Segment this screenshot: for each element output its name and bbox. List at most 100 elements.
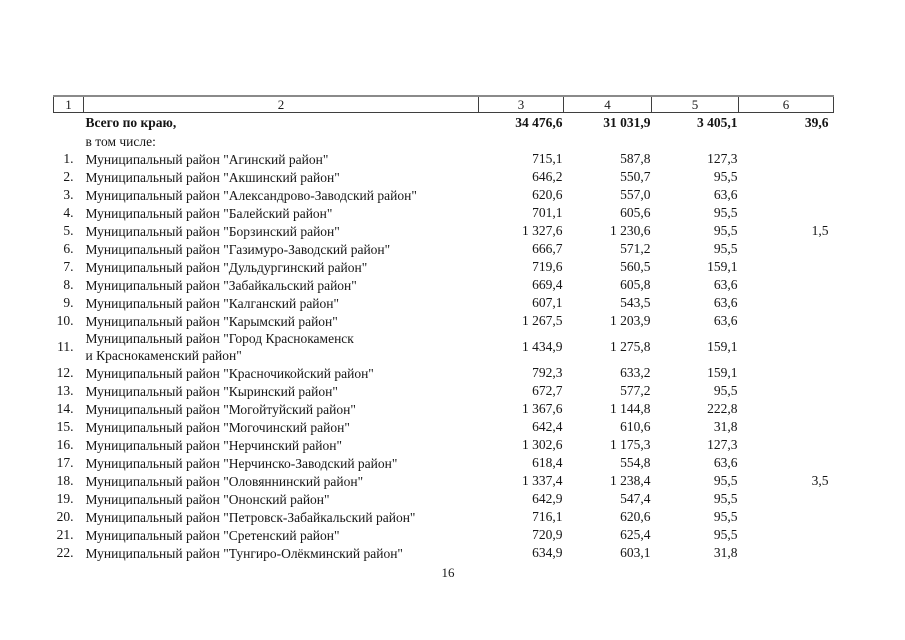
value-col5: 31,8 (713, 419, 738, 434)
value-col4: 1 175,3 (610, 437, 651, 452)
value-col4: 550,7 (620, 169, 651, 184)
column-header-6: 6 (738, 95, 834, 113)
value-col3: 1 267,5 (522, 313, 563, 328)
row-number: 15. (56, 419, 74, 434)
table-row: 5. Муниципальный район "Борзинский район… (54, 222, 834, 240)
value-col5: 159,1 (707, 259, 738, 274)
page-number: 16 (441, 565, 455, 580)
district-name: Муниципальный район "Могойтуйский район" (85, 401, 356, 417)
column-number-header-row: 1 2 3 4 5 6 (53, 95, 834, 113)
district-name: Муниципальный район "Тунгиро-Олёкминский… (85, 545, 403, 561)
value-col3: 1 434,9 (522, 339, 563, 354)
value-col6 (739, 490, 834, 508)
district-name: Муниципальный район "Город Краснокаменск… (85, 331, 354, 363)
column-header-2: 2 (83, 95, 479, 113)
value-col5: 31,8 (713, 545, 738, 560)
value-col6 (739, 526, 834, 544)
value-col6 (739, 400, 834, 418)
value-col3: 669,4 (532, 277, 563, 292)
value-col5: 63,6 (713, 313, 738, 328)
row-number: 12. (56, 365, 74, 380)
value-col4: 577,2 (620, 383, 651, 398)
value-col6 (739, 150, 834, 168)
row-number: 9. (63, 295, 74, 310)
value-col4: 560,5 (620, 259, 651, 274)
district-name: Муниципальный район "Александрово-Заводс… (85, 187, 417, 203)
table-row: 8. Муниципальный район "Забайкальский ра… (54, 276, 834, 294)
column-header-3: 3 (478, 95, 564, 113)
value-col4: 1 230,6 (610, 223, 651, 238)
value-col4: 1 203,9 (610, 313, 651, 328)
value-col4: 571,2 (620, 241, 651, 256)
district-name: Муниципальный район "Кыринский район" (85, 383, 338, 399)
row-number: 8. (63, 277, 74, 292)
value-col5: 222,8 (707, 401, 738, 416)
value-col3: 792,3 (532, 365, 563, 380)
value-col3: 620,6 (532, 187, 563, 202)
value-col3: 1 367,6 (522, 401, 563, 416)
district-name: Муниципальный район "Нерчинско-Заводский… (85, 455, 398, 471)
value-col6: 3,5 (811, 473, 829, 488)
value-col3: 1 337,4 (522, 473, 563, 488)
value-col3: 1 302,6 (522, 437, 563, 452)
value-col5: 95,5 (713, 241, 738, 256)
district-name: Муниципальный район "Дульдургинский райо… (85, 259, 368, 275)
value-col6 (739, 204, 834, 222)
value-col3: 646,2 (532, 169, 563, 184)
summary-value-col4: 31 031,9 (603, 114, 651, 130)
value-col6 (739, 168, 834, 186)
district-name: Муниципальный район "Петровск-Забайкальс… (85, 509, 416, 525)
table-row: 3. Муниципальный район "Александрово-Зав… (54, 186, 834, 204)
row-number: 18. (56, 473, 74, 488)
table-row: 6. Муниципальный район "Газимуро-Заводск… (54, 240, 834, 258)
row-number: 2. (63, 169, 74, 184)
table-body: Всего по краю, 34 476,6 31 031,9 3 405,1… (54, 113, 834, 563)
district-name: Муниципальный район "Забайкальский район… (85, 277, 357, 293)
value-col4: 605,6 (620, 205, 651, 220)
value-col4: 603,1 (620, 545, 651, 560)
value-col4: 605,8 (620, 277, 651, 292)
district-name: Муниципальный район "Сретенский район" (85, 527, 340, 543)
value-col3: 634,9 (532, 545, 563, 560)
value-col3: 701,1 (532, 205, 563, 220)
sublabel-row: в том числе: (54, 132, 834, 150)
row-number: 22. (56, 545, 74, 560)
table-row: 21. Муниципальный район "Сретенский райо… (54, 526, 834, 544)
value-col6 (739, 330, 834, 364)
value-col6 (739, 454, 834, 472)
value-col6 (739, 418, 834, 436)
value-col5: 95,5 (713, 527, 738, 542)
value-col6 (739, 276, 834, 294)
district-name: Муниципальный район "Оловяннинский район… (85, 473, 364, 489)
value-col5: 159,1 (707, 339, 738, 354)
table-row: 4. Муниципальный район "Балейский район"… (54, 204, 834, 222)
value-col6 (739, 186, 834, 204)
value-col6 (739, 240, 834, 258)
value-col5: 95,5 (713, 169, 738, 184)
table-row: 13. Муниципальный район "Кыринский район… (54, 382, 834, 400)
value-col6 (739, 382, 834, 400)
value-col6 (739, 436, 834, 454)
value-col3: 719,6 (532, 259, 563, 274)
value-col4: 543,5 (620, 295, 651, 310)
row-number: 20. (56, 509, 74, 524)
value-col6 (739, 364, 834, 382)
summary-value-col3: 34 476,6 (515, 114, 563, 130)
value-col3: 607,1 (532, 295, 563, 310)
table-row: 14. Муниципальный район "Могойтуйский ра… (54, 400, 834, 418)
row-number: 5. (63, 223, 74, 238)
value-col4: 547,4 (620, 491, 651, 506)
row-number: 10. (56, 313, 74, 328)
value-col5: 159,1 (707, 365, 738, 380)
table-row: 17. Муниципальный район "Нерчинско-Завод… (54, 454, 834, 472)
value-col5: 63,6 (713, 187, 738, 202)
district-name: Муниципальный район "Красночикойский рай… (85, 365, 374, 381)
summary-row: Всего по краю, 34 476,6 31 031,9 3 405,1… (54, 113, 834, 133)
table-row: 10. Муниципальный район "Карымский район… (54, 312, 834, 330)
table-row: 22. Муниципальный район "Тунгиро-Олёкмин… (54, 544, 834, 562)
value-col3: 1 327,6 (522, 223, 563, 238)
row-number: 16. (56, 437, 74, 452)
value-col6 (739, 312, 834, 330)
row-number: 19. (56, 491, 74, 506)
column-header-5: 5 (651, 95, 739, 113)
